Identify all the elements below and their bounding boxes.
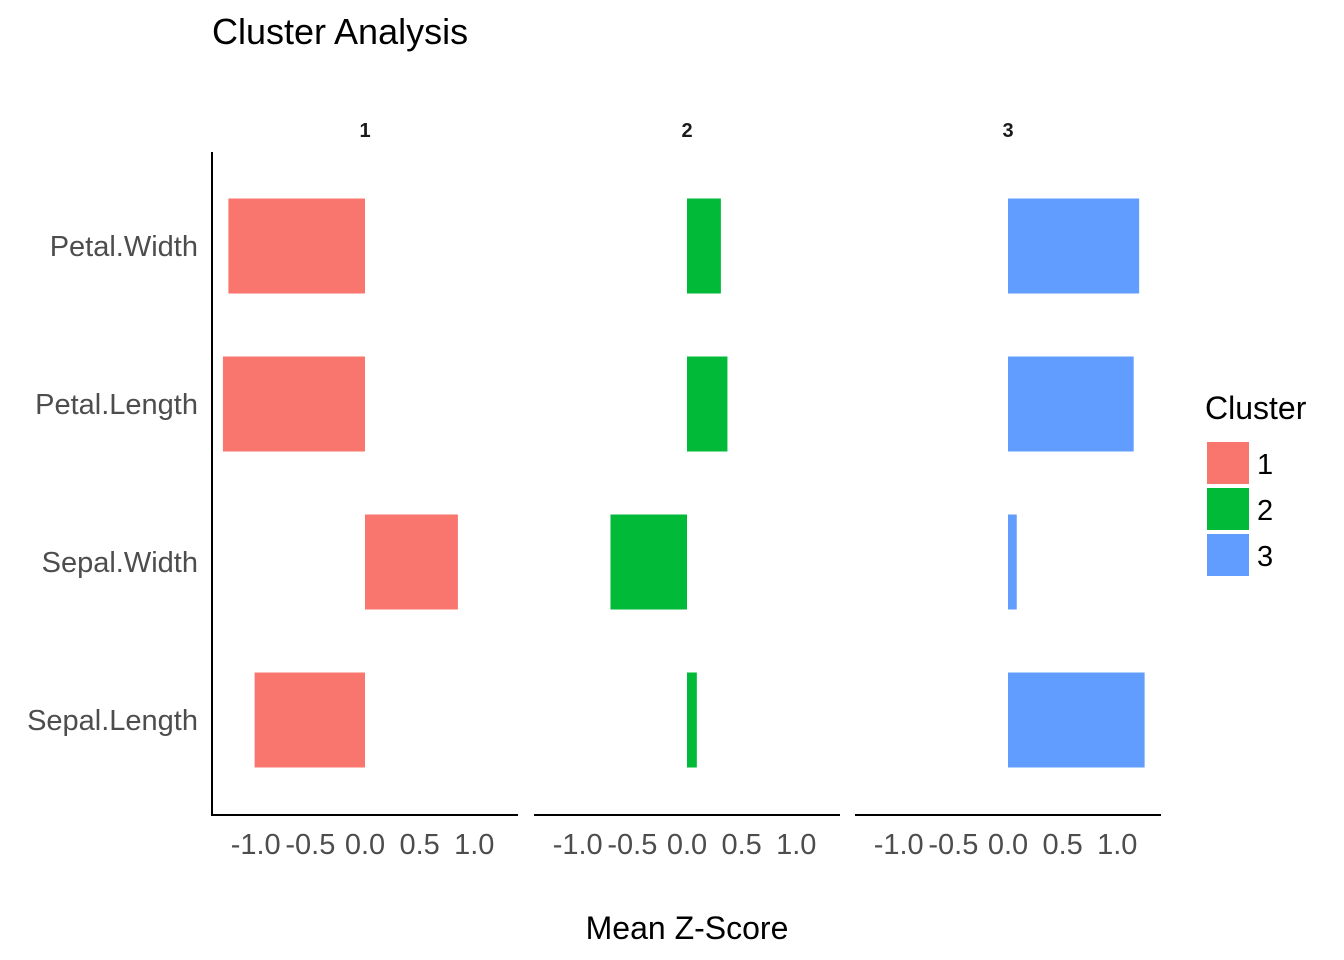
y-tick-label: Petal.Length — [35, 389, 198, 421]
x-tick-label: 0.0 — [345, 829, 385, 861]
chart-title: Cluster Analysis — [212, 11, 468, 52]
x-tick-label: -0.5 — [607, 829, 657, 861]
x-tick-label: 0.5 — [721, 829, 761, 861]
x-tick-label: 1.0 — [776, 829, 816, 861]
bar-cluster-1-petal-width — [228, 198, 365, 294]
facet-strip-label: 1 — [359, 120, 370, 142]
y-tick-label: Petal.Width — [50, 231, 198, 263]
x-tick-label: 0.5 — [1042, 829, 1082, 861]
x-tick-label: 0.0 — [988, 829, 1028, 861]
x-tick-label: 1.0 — [454, 829, 494, 861]
legend-label-3: 3 — [1257, 541, 1273, 573]
bar-cluster-3-sepal-length — [1008, 672, 1145, 768]
bar-cluster-2-sepal-length — [687, 672, 697, 768]
facet-panels: 1-1.0 -0.5 0.0 0.5 1.02-1.0 -0.5 0.0 0.5 1.03-1.… — [212, 120, 1161, 861]
x-tick-label: -1.0 — [231, 829, 281, 861]
x-tick-label: -1.0 — [874, 829, 924, 861]
legend-label-1: 1 — [1257, 449, 1273, 481]
bar-cluster-3-petal-length — [1008, 356, 1134, 452]
x-axis-title: Mean Z-Score — [586, 910, 789, 946]
facet-panel-1: 1 -1.0 -0.5 0.0 0.5 1.0 — [212, 120, 518, 861]
x-tick-label: -0.5 — [928, 829, 978, 861]
legend-label-2: 2 — [1257, 495, 1273, 527]
x-tick-label: 0.5 — [399, 829, 439, 861]
y-tick-label: Sepal.Width — [42, 547, 198, 579]
x-tick-label: 0.0 — [667, 829, 707, 861]
bar-cluster-3-sepal-width — [1008, 514, 1017, 610]
bar-cluster-2-petal-width — [687, 198, 721, 294]
legend-key-3 — [1207, 534, 1249, 576]
facet-strip-label: 3 — [1002, 120, 1013, 142]
bar-cluster-1-sepal-length — [254, 672, 365, 768]
legend-title: Cluster — [1205, 390, 1307, 426]
y-axis: Sepal.Length Sepal.Width Petal.Length Petal… — [27, 152, 213, 816]
bar-cluster-3-petal-width — [1008, 198, 1140, 294]
x-tick-label: -0.5 — [285, 829, 335, 861]
x-tick-label: 1.0 — [1097, 829, 1137, 861]
legend-key-2 — [1207, 488, 1249, 530]
x-tick-label: -1.0 — [553, 829, 603, 861]
y-tick-label: Sepal.Length — [27, 705, 198, 737]
legend: Cluster 1 2 3 — [1205, 390, 1307, 576]
bar-cluster-2-petal-length — [687, 356, 728, 452]
bar-cluster-1-petal-length — [222, 356, 365, 452]
facet-panel-2: 2 -1.0 -0.5 0.0 0.5 1.0 — [534, 120, 840, 861]
legend-key-1 — [1207, 442, 1249, 484]
bar-cluster-2-sepal-width — [610, 514, 687, 610]
bar-cluster-1-sepal-width — [365, 514, 458, 610]
facet-panel-3: 3 -1.0 -0.5 0.0 0.5 1.0 — [855, 120, 1161, 861]
facet-strip-label: 2 — [681, 120, 692, 142]
